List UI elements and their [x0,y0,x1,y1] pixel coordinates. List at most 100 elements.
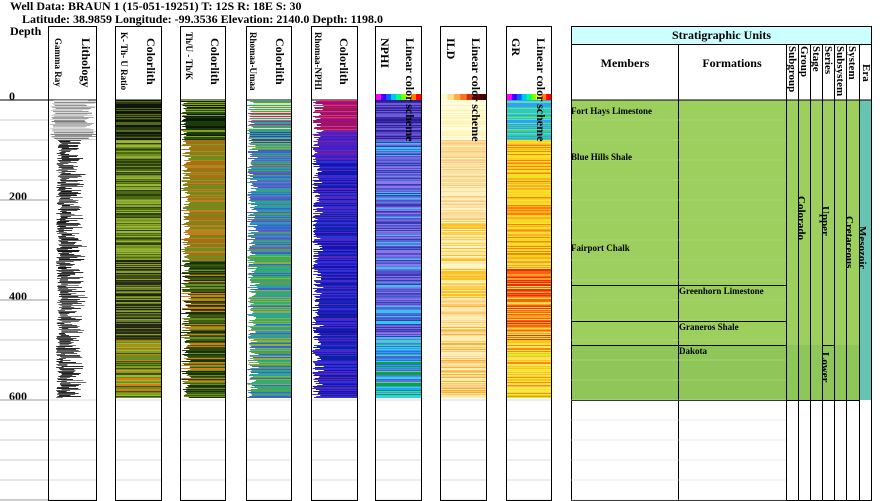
colorlith-band [441,118,486,119]
colorlith-band [319,197,357,198]
colorlith-band [185,372,225,373]
colorlith-band [116,304,161,305]
colorlith-band [190,344,225,345]
colorlith-band [441,380,486,381]
gamma-ray-band [58,271,74,272]
colorlith-band [376,384,421,385]
colorlith-band [507,366,551,367]
colorlith-band [507,321,551,322]
colorlith-band [313,105,357,106]
colorlith-band [252,183,291,184]
colorlith-band [376,167,421,168]
colorlith-band [116,332,161,333]
colorlith-band [316,237,357,238]
colorlith-band [116,236,161,237]
colorlith-band [116,116,161,117]
colorlith-band [322,250,357,251]
colorlith-band [319,333,357,334]
colorlith-band [116,281,161,282]
colorlith-band [116,269,161,270]
colorlith-band [258,354,291,355]
colorlith-band [251,366,291,367]
colorlith-band [507,231,551,232]
colorlith-band [441,301,486,302]
colorlith-band [251,328,291,329]
colorlith-band [507,274,551,275]
colorlith-band [376,263,421,264]
gamma-ray-band [59,255,81,256]
colorlith-band [441,395,486,396]
gamma-ray-band [61,308,81,309]
colorlith-band [441,172,486,173]
colorlith-band [441,262,486,263]
colorlith-band [507,249,551,250]
colorlith-band [376,360,421,361]
colorlith-band [116,189,161,190]
gamma-ray-band [61,306,72,307]
colorlith-band [116,382,161,383]
colorlith-band [248,364,291,365]
colorlith-band [507,108,551,109]
colorlith-band [184,342,225,343]
colorlith-band [441,184,486,185]
colorlith-band [247,397,291,398]
colorlith-band [259,363,291,364]
colorlith-band [250,305,291,306]
gamma-ray-band [56,364,68,365]
colorlith-band [507,311,551,312]
colorlith-band [253,213,291,214]
colorlith-band [441,196,486,197]
colorlith-band [249,134,291,135]
colorlith-band [441,365,486,366]
gamma-ray-band [61,330,85,331]
colorlith-band [116,197,161,198]
colorlith-band [316,119,357,120]
colorlith-band [247,239,291,240]
colorlith-band [181,190,225,191]
gamma-ray-band [57,319,82,320]
colorlith-band [507,309,551,310]
colorlith-band [248,262,291,263]
colorlith-band [258,367,291,368]
colorlith-band [185,218,225,219]
colorlith-band [320,238,357,239]
colorlith-band [116,238,161,239]
colorlith-band [507,211,551,212]
colorlith-band [187,243,225,244]
colorlith-band [250,393,291,394]
color-scale-swatch [531,94,537,100]
colorlith-band [376,355,421,356]
colorlith-band [189,336,225,337]
colorlith-band [189,176,225,177]
colorlith-band [441,221,486,222]
colorlith-band [441,383,486,384]
colorlith-band [187,385,225,386]
colorlith-band [376,337,421,338]
colorlith-band [189,288,225,289]
colorlith-band [376,182,421,183]
colorlith-band [247,390,291,391]
colorlith-band [116,254,161,255]
gamma-ray-band [54,112,92,113]
colorlith-band [376,255,421,256]
colorlith-band [318,340,357,341]
gamma-ray-band [59,266,66,267]
colorlith-band [376,380,421,381]
colorlith-band [507,279,551,280]
colorlith-band [441,344,486,345]
colorlith-band [507,297,551,298]
colorlith-band [376,290,421,291]
colorlith-band [376,313,421,314]
colorlith-band [315,117,357,118]
colorlith-band [116,169,161,170]
colorlith-band [376,354,421,355]
colorlith-band [441,224,486,225]
colorlith-band [252,276,291,277]
gamma-ray-band [50,106,96,107]
colorlith-band [313,145,357,146]
colorlith-band [116,201,161,202]
colorlith-band [441,138,486,139]
colorlith-band [313,240,357,241]
colorlith-band [320,278,357,279]
colorlith-band [316,124,357,125]
